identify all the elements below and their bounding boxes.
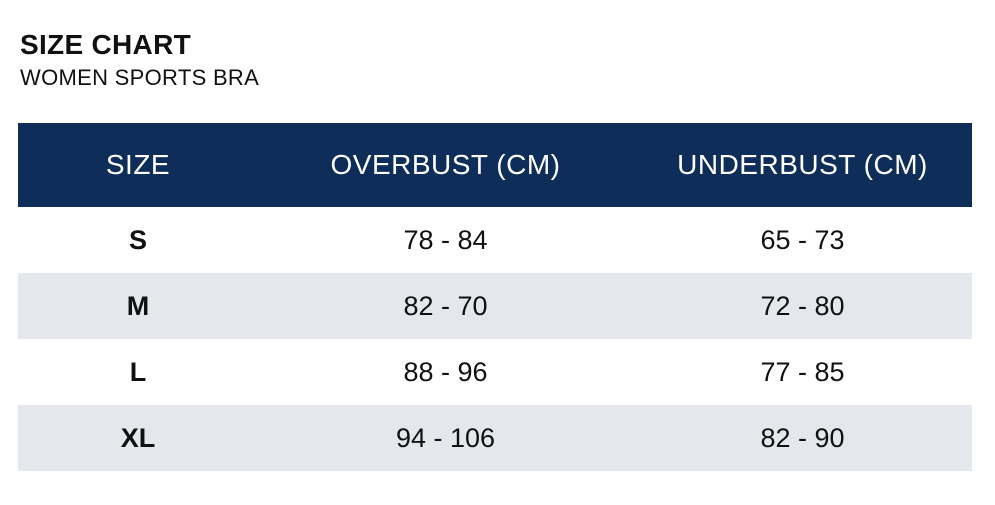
overbust-cell: 78 - 84 [403, 224, 488, 255]
size-cell: S [128, 224, 147, 255]
underbust-cell: 82 - 90 [760, 422, 845, 453]
overbust-cell: 94 - 106 [395, 422, 496, 453]
size-cell: L [129, 356, 147, 387]
table-row: L 88 - 96 77 - 85 [18, 339, 972, 405]
underbust-cell: 77 - 85 [760, 356, 845, 387]
overbust-cell: 82 - 70 [403, 290, 488, 321]
column-header-overbust: OVERBUST (CM) [330, 149, 561, 180]
page-title: SIZE CHART [20, 29, 191, 60]
column-header-underbust: UNDERBUST (CM) [677, 149, 928, 180]
table-row: S 78 - 84 65 - 73 [18, 207, 972, 273]
page-subtitle: WOMEN SPORTS BRA [20, 65, 260, 90]
size-table: SIZE OVERBUST (CM) UNDERBUST (CM) S 78 -… [18, 123, 972, 471]
size-cell: XL [120, 422, 156, 453]
table-row: M 82 - 70 72 - 80 [18, 273, 972, 339]
table-header: SIZE OVERBUST (CM) UNDERBUST (CM) [18, 123, 972, 207]
table-row: XL 94 - 106 82 - 90 [18, 405, 972, 471]
underbust-cell: 65 - 73 [760, 224, 845, 255]
underbust-cell: 72 - 80 [760, 290, 845, 321]
size-cell: M [126, 290, 150, 321]
overbust-cell: 88 - 96 [403, 356, 488, 387]
column-header-size: SIZE [105, 149, 171, 180]
